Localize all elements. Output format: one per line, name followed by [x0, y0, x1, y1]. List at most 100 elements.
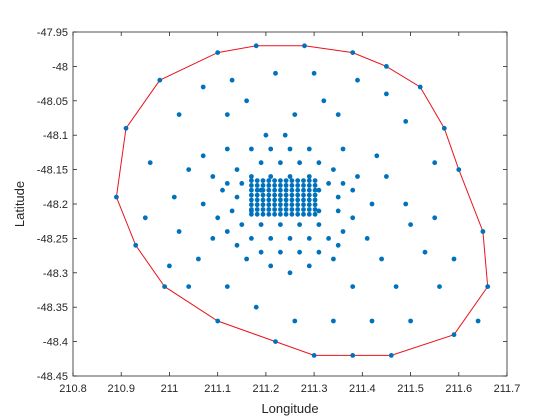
data-point	[260, 178, 266, 184]
data-point	[142, 215, 148, 221]
data-point	[306, 187, 312, 193]
data-point	[384, 64, 389, 69]
data-point	[171, 194, 177, 200]
data-point	[268, 174, 274, 179]
data-point	[176, 112, 182, 117]
data-point	[278, 183, 283, 188]
data-point	[278, 197, 283, 203]
data-point	[287, 236, 293, 241]
data-point	[234, 167, 240, 173]
data-point	[249, 236, 254, 241]
data-point	[306, 192, 312, 198]
data-point	[369, 318, 375, 324]
data-point	[297, 160, 302, 166]
data-point	[326, 181, 331, 186]
data-point	[266, 192, 272, 198]
hull-line	[115, 45, 489, 356]
x-axis-label: Longitude	[261, 401, 318, 416]
data-point	[254, 197, 260, 203]
data-point	[186, 167, 192, 173]
data-point	[266, 178, 272, 184]
y-axis-ticks: -47.95 -48 -48.05 -48.1 -48.15 -48.2 -48.25 -48…	[37, 27, 507, 383]
data-point	[340, 229, 346, 234]
data-point	[239, 222, 245, 228]
data-point	[306, 263, 312, 269]
data-point	[289, 207, 295, 212]
data-point	[258, 160, 264, 166]
data-point	[340, 146, 346, 152]
y-tick-label: -48.2	[43, 199, 68, 211]
data-point	[282, 132, 288, 138]
y-tick-label: -48.15	[37, 165, 68, 177]
data-point	[335, 112, 341, 117]
y-tick-label: -48.1	[43, 130, 68, 142]
x-tick-label: 211.1	[204, 383, 231, 395]
data-point	[289, 187, 295, 193]
data-point	[239, 181, 245, 186]
data-point	[249, 174, 254, 179]
data-point	[311, 70, 317, 76]
y-tick-label: -48.35	[37, 302, 68, 314]
data-point	[283, 202, 289, 208]
data-point	[295, 178, 301, 184]
data-point	[289, 211, 295, 217]
data-point	[249, 146, 254, 152]
data-point	[224, 229, 230, 234]
data-point	[335, 194, 341, 200]
data-point	[224, 284, 230, 289]
data-point	[272, 207, 277, 212]
data-point	[266, 207, 272, 212]
data-point	[379, 256, 384, 262]
data-point	[295, 202, 301, 208]
convex-hull	[115, 45, 489, 356]
data-point	[302, 43, 307, 49]
data-point	[355, 77, 360, 83]
data-point	[295, 183, 301, 188]
data-point	[224, 181, 230, 186]
data-point	[301, 178, 306, 184]
data-point	[301, 202, 306, 208]
data-point	[289, 192, 295, 198]
data-point	[364, 236, 370, 241]
data-point	[272, 187, 277, 193]
data-point	[316, 187, 322, 193]
data-point	[272, 202, 277, 208]
data-point	[384, 174, 389, 179]
data-point	[254, 178, 260, 184]
data-point	[266, 211, 272, 217]
data-point	[249, 192, 254, 198]
data-point	[272, 178, 277, 184]
data-point	[301, 192, 306, 198]
data-point	[374, 153, 380, 159]
data-point	[432, 160, 438, 166]
data-point	[272, 183, 277, 188]
data-point	[292, 318, 298, 324]
data-point	[263, 132, 269, 138]
data-point	[268, 146, 274, 152]
data-point	[254, 187, 260, 193]
y-axis-label: Latitude	[12, 181, 27, 227]
data-point	[326, 236, 331, 241]
data-point	[451, 332, 457, 338]
data-point	[283, 197, 289, 203]
data-point	[278, 249, 283, 255]
data-point	[306, 174, 312, 179]
data-point	[340, 181, 346, 186]
data-point	[249, 202, 254, 208]
data-point	[266, 183, 272, 188]
data-point	[278, 192, 283, 198]
data-point	[335, 242, 341, 248]
x-tick-label: 210.9	[107, 383, 135, 395]
data-point	[306, 202, 312, 208]
data-point	[408, 222, 413, 228]
y-tick-label: -48.25	[37, 233, 68, 245]
data-point	[260, 183, 266, 188]
data-point	[292, 112, 298, 117]
data-point	[210, 174, 216, 179]
data-point	[234, 242, 240, 248]
data-point	[295, 187, 301, 193]
data-point	[335, 208, 341, 214]
data-point	[417, 84, 423, 90]
data-point	[312, 178, 318, 184]
data-point	[260, 192, 266, 198]
